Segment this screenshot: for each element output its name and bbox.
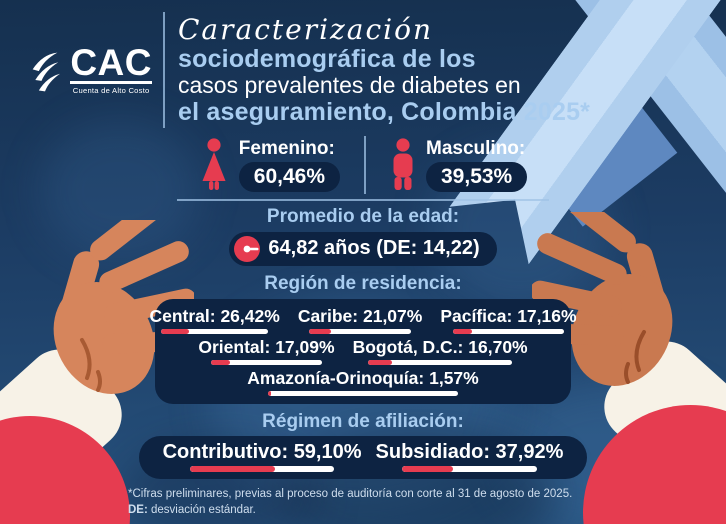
footnote-line1: *Cifras preliminares, previas al proceso… xyxy=(128,488,573,501)
stat-text: Pacífica: 17,16% xyxy=(440,305,577,326)
regimen-section: Régimen de afiliación: Contributivo: 59,… xyxy=(138,410,588,480)
region-row-2: Oriental: 17,09% Bogotá, D.C.: 16,70% xyxy=(169,337,557,365)
age-value: 64,82 años (DE: 14,22) xyxy=(268,237,480,260)
section-divider xyxy=(177,199,549,201)
title-line-4: el aseguramiento, Colombia 2025* xyxy=(178,97,591,126)
stat-bar xyxy=(309,328,412,334)
stat-text: Oriental: 17,09% xyxy=(198,336,335,357)
stat-text: Contributivo: 59,10% xyxy=(162,441,362,464)
female-icon xyxy=(202,138,226,190)
footnote-line2: DE: desviación estándar. xyxy=(128,502,572,518)
female-stat: Femenino: 60,46% xyxy=(199,138,340,192)
stat-bar xyxy=(368,359,512,365)
logo-acronym: CAC xyxy=(70,41,152,85)
region-label: Región de residencia: xyxy=(264,272,462,294)
region-stat-oriental: Oriental: 17,09% xyxy=(198,336,335,365)
stat-bar xyxy=(401,466,538,473)
age-section: Promedio de la edad: 64,82 años (DE: 14,… xyxy=(229,206,497,266)
stat-bar xyxy=(210,359,323,365)
gender-section: Femenino: 60,46% Masculino: 39,53% xyxy=(199,136,528,194)
stat-text: Amazonía-Orinoquía: 1,57% xyxy=(247,367,479,388)
footnote-de-text: desviación estándar. xyxy=(151,504,256,517)
region-stat-caribe: Caribe: 21,07% xyxy=(297,305,423,334)
stat-bar xyxy=(190,466,334,473)
footnote-de-label: DE: xyxy=(128,504,148,517)
region-row-1: Central: 26,42% Caribe: 21,07% Pacífica:… xyxy=(149,305,577,334)
title-line-2: sociodemográfica de los xyxy=(178,45,476,74)
female-text: Femenino: 60,46% xyxy=(238,138,340,192)
stat-text: Central: 26,42% xyxy=(149,305,280,326)
region-row-3: Amazonía-Orinoquía: 1,57% xyxy=(169,368,557,396)
logo-text: CAC Cuenta de Alto Costo xyxy=(70,41,152,96)
age-value-pill: 64,82 años (DE: 14,22) xyxy=(229,231,497,266)
gauge-icon xyxy=(234,235,261,262)
footnote: *Cifras preliminares, previas al proceso… xyxy=(128,486,572,518)
stats-content: Femenino: 60,46% Masculino: 39,53% xyxy=(128,136,598,519)
header: CAC Cuenta de Alto Costo Caracterización… xyxy=(0,0,726,140)
stat-text: Subsidiado: 37,92% xyxy=(375,441,564,464)
male-text: Masculino: 39,53% xyxy=(426,138,528,192)
page-title: Caracterización sociodemográfica de los … xyxy=(178,13,591,126)
male-label: Masculino: xyxy=(426,138,526,159)
female-value-badge: 60,46% xyxy=(238,162,340,192)
stat-bar xyxy=(452,328,565,334)
region-stat-pacifica: Pacífica: 17,16% xyxy=(440,305,577,334)
logo-tagline: Cuenta de Alto Costo xyxy=(72,86,150,96)
region-stats-panel: Central: 26,42% Caribe: 21,07% Pacífica:… xyxy=(149,298,577,404)
stat-text: Bogotá, D.C.: 16,70% xyxy=(352,336,528,357)
gender-divider xyxy=(364,136,366,194)
female-label: Femenino: xyxy=(238,138,335,159)
male-icon xyxy=(393,138,413,190)
stat-bar xyxy=(268,390,458,396)
age-label: Promedio de la edad: xyxy=(266,206,460,227)
region-stat-amazonia: Amazonía-Orinoquía: 1,57% xyxy=(247,367,479,396)
cac-logo-swoosh-icon xyxy=(32,52,61,92)
region-section: Región de residencia: Central: 26,42% Ca… xyxy=(149,272,577,404)
region-stat-central: Central: 26,42% xyxy=(149,305,280,334)
cac-logo: CAC Cuenta de Alto Costo xyxy=(30,41,152,96)
header-divider xyxy=(163,12,165,128)
regimen-stat-contributivo: Contributivo: 59,10% xyxy=(162,440,362,473)
regimen-label: Régimen de afiliación: xyxy=(262,410,464,432)
title-line-3: casos prevalentes de diabetes en xyxy=(178,72,521,99)
regimen-stat-subsidiado: Subsidiado: 37,92% xyxy=(375,440,564,473)
stat-text: Caribe: 21,07% xyxy=(297,305,423,326)
male-stat: Masculino: 39,53% xyxy=(390,138,528,192)
stat-bar xyxy=(161,328,269,334)
male-value-badge: 39,53% xyxy=(426,162,528,192)
region-stat-bogota: Bogotá, D.C.: 16,70% xyxy=(353,337,528,365)
regimen-stats-panel: Contributivo: 59,10% Subsidiado: 37,92% xyxy=(138,436,588,480)
title-line-script: Caracterización xyxy=(178,13,434,47)
